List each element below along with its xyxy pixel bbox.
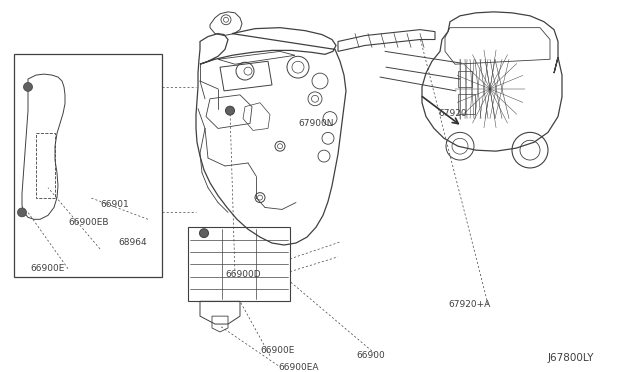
Text: 66900E: 66900E (30, 264, 65, 273)
Circle shape (24, 83, 33, 92)
Text: J67800LY: J67800LY (548, 353, 595, 363)
Text: 66900D: 66900D (225, 270, 260, 279)
Text: 66900: 66900 (356, 351, 385, 360)
Text: 66901: 66901 (100, 200, 129, 209)
Text: 66900EB: 66900EB (68, 218, 109, 227)
Text: 67900N: 67900N (298, 119, 333, 128)
Bar (14, 54, 162, 277)
Text: 67920+A: 67920+A (448, 300, 490, 309)
Text: 67920: 67920 (438, 109, 467, 118)
Circle shape (200, 229, 209, 238)
Text: 68964: 68964 (118, 238, 147, 247)
Circle shape (225, 106, 234, 115)
Text: 66900E: 66900E (260, 346, 294, 355)
Circle shape (17, 208, 26, 217)
Text: 66900EA: 66900EA (278, 363, 319, 372)
